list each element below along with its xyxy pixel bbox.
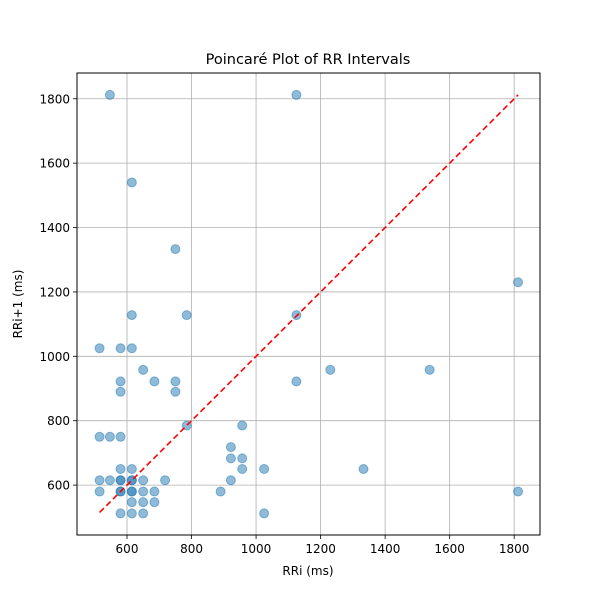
scatter-point bbox=[237, 453, 248, 464]
scatter-point bbox=[115, 343, 126, 354]
scatter-point bbox=[138, 475, 149, 486]
scatter-point bbox=[225, 442, 236, 453]
scatter-point bbox=[138, 364, 149, 375]
plot-frame bbox=[76, 72, 541, 536]
scatter-point bbox=[170, 244, 181, 255]
scatter-point bbox=[170, 386, 181, 397]
scatter-point bbox=[325, 364, 336, 375]
scatter-point bbox=[424, 364, 435, 375]
scatter-point bbox=[104, 431, 115, 442]
x-tick-label: 1400 bbox=[370, 542, 401, 556]
y-tick-label: 1400 bbox=[39, 221, 70, 235]
scatter-point bbox=[94, 486, 105, 497]
scatter-point bbox=[126, 486, 137, 497]
scatter-point bbox=[170, 376, 181, 387]
scatter-point bbox=[149, 376, 160, 387]
scatter-point bbox=[126, 343, 137, 354]
scatter-point bbox=[115, 376, 126, 387]
scatter-point bbox=[181, 310, 192, 321]
scatter-point bbox=[513, 277, 524, 288]
y-tick-label: 800 bbox=[47, 414, 70, 428]
y-tick-label: 600 bbox=[47, 479, 70, 493]
x-tick-label: 1600 bbox=[434, 542, 465, 556]
grid-lines bbox=[77, 73, 540, 535]
scatter-point bbox=[126, 177, 137, 188]
scatter-point bbox=[291, 89, 302, 100]
y-tick-label: 1000 bbox=[39, 350, 70, 364]
scatter-point bbox=[115, 475, 126, 486]
x-tick-label: 1800 bbox=[499, 542, 530, 556]
scatter-point bbox=[237, 464, 248, 474]
x-tick-label: 800 bbox=[180, 542, 203, 556]
scatter-point bbox=[259, 508, 270, 519]
axis-ticks: 600 800 1000 1200 1400 1600 1800 600 800 1000 1200… bbox=[39, 92, 529, 556]
identity-line bbox=[99, 94, 519, 514]
scatter-point bbox=[513, 486, 524, 497]
y-tick-label: 1800 bbox=[39, 92, 70, 106]
scatter-point bbox=[104, 475, 115, 486]
scatter-point bbox=[94, 475, 105, 486]
scatter-point bbox=[94, 343, 105, 354]
scatter-point bbox=[115, 508, 126, 519]
scatter-point bbox=[138, 497, 149, 508]
scatter-point bbox=[225, 453, 236, 464]
scatter-point bbox=[259, 464, 270, 474]
y-tick-label: 1200 bbox=[39, 285, 70, 299]
scatter-point bbox=[126, 497, 137, 508]
scatter-point bbox=[291, 376, 302, 387]
scatter-point bbox=[160, 475, 171, 486]
y-axis-label: RRi+1 (ms) bbox=[11, 270, 25, 339]
scatter-point bbox=[225, 475, 236, 486]
scatter-point bbox=[104, 89, 115, 100]
scatter-point bbox=[138, 508, 149, 519]
scatter-point bbox=[237, 420, 248, 431]
scatter-point bbox=[149, 486, 160, 497]
scatter-point bbox=[115, 464, 126, 474]
x-axis-label: RRi (ms) bbox=[282, 564, 333, 578]
scatter-point bbox=[115, 431, 126, 442]
x-tick-label: 1000 bbox=[241, 542, 272, 556]
scatter-point bbox=[115, 386, 126, 397]
x-tick-label: 600 bbox=[116, 542, 139, 556]
x-tick-label: 1200 bbox=[305, 542, 336, 556]
scatter-point bbox=[215, 486, 226, 497]
scatter-point bbox=[126, 310, 137, 321]
y-tick-label: 1600 bbox=[39, 157, 70, 171]
scatter-point bbox=[149, 497, 160, 508]
scatter-point bbox=[358, 464, 369, 474]
scatter-point bbox=[94, 431, 105, 442]
scatter-point bbox=[126, 464, 137, 474]
scatter-point bbox=[138, 486, 149, 497]
chart-title: Poincaré Plot of RR Intervals bbox=[206, 52, 411, 68]
scatter-point bbox=[126, 508, 137, 519]
